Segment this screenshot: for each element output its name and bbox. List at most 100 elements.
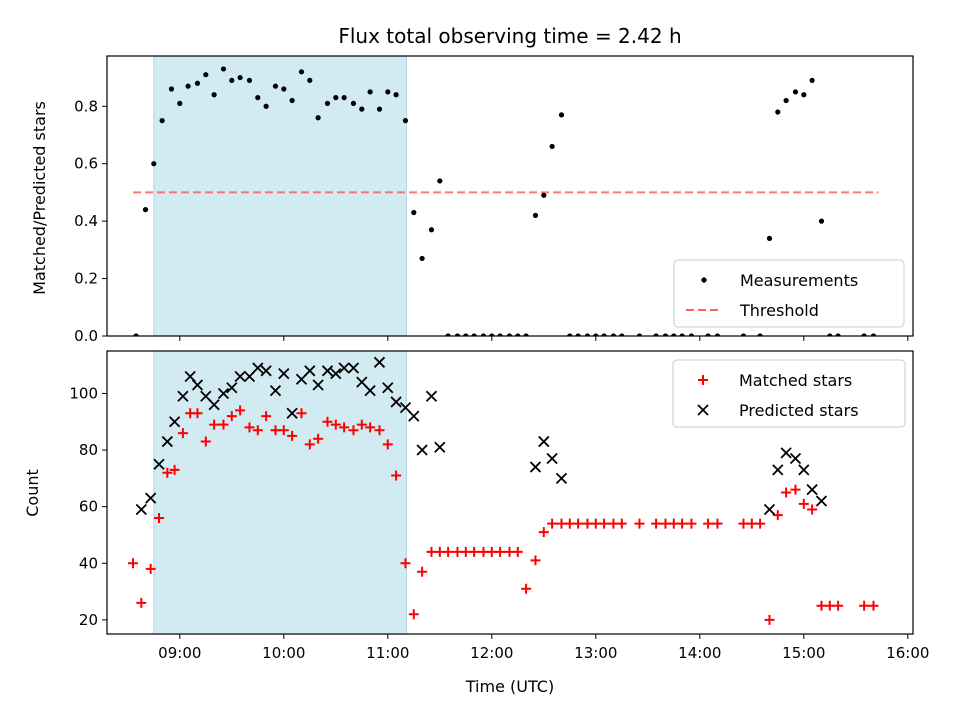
data-point [463, 333, 469, 336]
axes-frame [106, 55, 914, 337]
data-point [269, 384, 282, 397]
data-point [419, 255, 425, 262]
data-point [374, 425, 385, 436]
data-point [177, 390, 189, 402]
data-point [348, 425, 359, 436]
legend-label: Measurements [740, 271, 858, 290]
x-tick-label: 12:00 [470, 644, 513, 662]
data-point [208, 399, 220, 411]
data-point [827, 333, 833, 336]
data-point [807, 504, 818, 515]
chart-title: Flux total observing time = 2.42 h [338, 24, 681, 48]
data-point [286, 407, 298, 419]
data-point [764, 614, 775, 625]
legend: Measurements Threshold [673, 259, 905, 328]
data-point [593, 333, 599, 336]
data-point [304, 365, 316, 377]
data-point [538, 527, 549, 538]
y-tick-label: 0.2 [74, 270, 98, 288]
x-tick-label: 09:00 [158, 644, 201, 662]
data-point [868, 600, 879, 611]
data-point [497, 333, 503, 336]
top-y-axis-label: Matched/Predicted stars [30, 101, 49, 295]
data-point [538, 435, 550, 448]
data-point [651, 518, 662, 529]
data-point [400, 558, 411, 569]
data-point [391, 470, 402, 481]
data-point [512, 546, 523, 557]
data-point [347, 362, 360, 374]
top-panel: 0.0 0.2 0.4 0.6 0.8 Measurements Threshold [74, 55, 914, 345]
data-point [229, 77, 235, 84]
data-point [365, 422, 376, 433]
data-point [859, 600, 870, 611]
data-point [296, 408, 307, 419]
data-point [818, 218, 825, 224]
data-point [815, 495, 828, 507]
legend: Matched stars Predicted stars [672, 359, 906, 428]
data-point [575, 333, 581, 336]
data-point [356, 376, 368, 388]
x-tick-label: 13:00 [574, 644, 617, 662]
data-point [662, 333, 669, 336]
data-point [246, 77, 253, 84]
data-point [781, 487, 792, 498]
legend-label: Matched stars [739, 371, 852, 390]
data-point [763, 503, 776, 516]
data-point [677, 518, 688, 529]
data-point [177, 428, 188, 439]
series-predicted-stars [135, 356, 828, 516]
data-point [359, 106, 365, 112]
data-point [454, 333, 461, 336]
data-point [515, 333, 521, 336]
bottom-y-axis-label: Count [23, 469, 42, 517]
data-point [471, 333, 477, 336]
data-point [145, 563, 156, 574]
data-point [177, 100, 183, 106]
data-point [686, 518, 697, 529]
data-point [382, 382, 394, 394]
data-point [798, 498, 809, 509]
data-point [809, 77, 815, 84]
data-point [437, 178, 443, 184]
data-point [393, 92, 399, 98]
data-point [790, 484, 801, 495]
data-point [399, 401, 412, 414]
data-point [601, 333, 607, 336]
plot-area [133, 66, 877, 336]
data-point [364, 384, 376, 397]
data-point [755, 518, 766, 529]
shaded-interval [153, 55, 408, 337]
data-point [330, 368, 342, 380]
data-point [541, 192, 547, 198]
data-point [469, 546, 480, 557]
data-point [712, 518, 723, 529]
data-point [772, 510, 783, 521]
data-point [835, 333, 841, 336]
data-point [530, 555, 541, 566]
data-point [226, 382, 238, 394]
data-point [356, 419, 367, 430]
axes-frame [106, 350, 914, 635]
data-point [128, 558, 138, 569]
data-point [416, 444, 428, 456]
data-point [281, 86, 287, 92]
x-tick-label: 10:00 [262, 644, 305, 662]
data-point [529, 461, 542, 473]
data-point [295, 373, 308, 385]
data-point [549, 143, 555, 150]
data-point [226, 411, 237, 422]
data-point [671, 333, 677, 336]
data-point [220, 66, 227, 72]
legend-marker [698, 375, 708, 385]
data-point [757, 333, 763, 336]
data-point [185, 83, 191, 89]
bottom-panel: 20 40 60 80 100 09:00 10:00 11:00 12:00 13:00 14:0… [69, 350, 929, 662]
data-point [235, 405, 246, 416]
x-tick-label: 15:00 [782, 644, 825, 662]
data-point [792, 89, 799, 95]
data-point [634, 518, 645, 529]
data-point [234, 370, 246, 383]
data-point [367, 89, 373, 95]
data-point [243, 370, 256, 383]
